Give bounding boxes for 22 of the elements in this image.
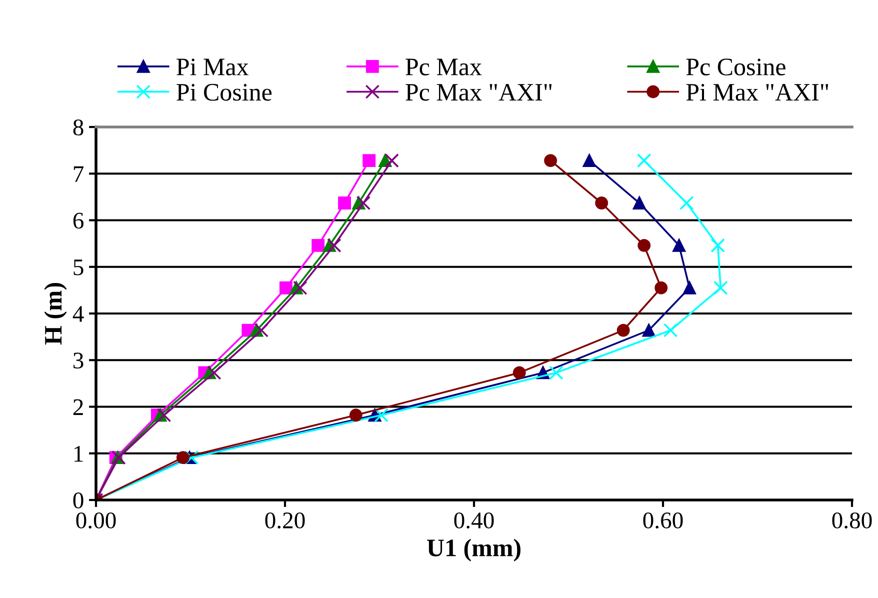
- y-tick-label: 4: [72, 306, 84, 322]
- legend-label: Pc Max "AXI": [406, 84, 552, 101]
- x-tick-label: 0.60: [643, 512, 683, 529]
- y-tick-label: 1: [74, 446, 83, 462]
- y-tick-label: 6: [73, 212, 84, 229]
- y-axis-title: H (m): [44, 283, 67, 345]
- y-tick-label: 7: [74, 166, 84, 182]
- x-tick-label: 0.40: [454, 512, 494, 529]
- x-axis-title: U1 (mm): [427, 538, 520, 562]
- legend-label: Pi Max: [176, 58, 248, 76]
- legend-label: Pc Max: [406, 58, 482, 76]
- x-tick-label: 0.00: [76, 512, 116, 529]
- x-tick-label: 0.80: [832, 512, 872, 529]
- y-tick-label: 8: [73, 119, 84, 136]
- y-tick-label: 5: [74, 260, 84, 276]
- legend-label: Pi Cosine: [176, 84, 272, 101]
- legend-label: Pi Max "AXI": [686, 84, 828, 101]
- y-tick-label: 0: [73, 492, 84, 508]
- legend-label: Pc Cosine: [686, 58, 786, 76]
- x-tick-label: 0.20: [265, 512, 305, 529]
- y-tick-label: 3: [74, 352, 84, 369]
- y-tick-label: 2: [73, 399, 83, 415]
